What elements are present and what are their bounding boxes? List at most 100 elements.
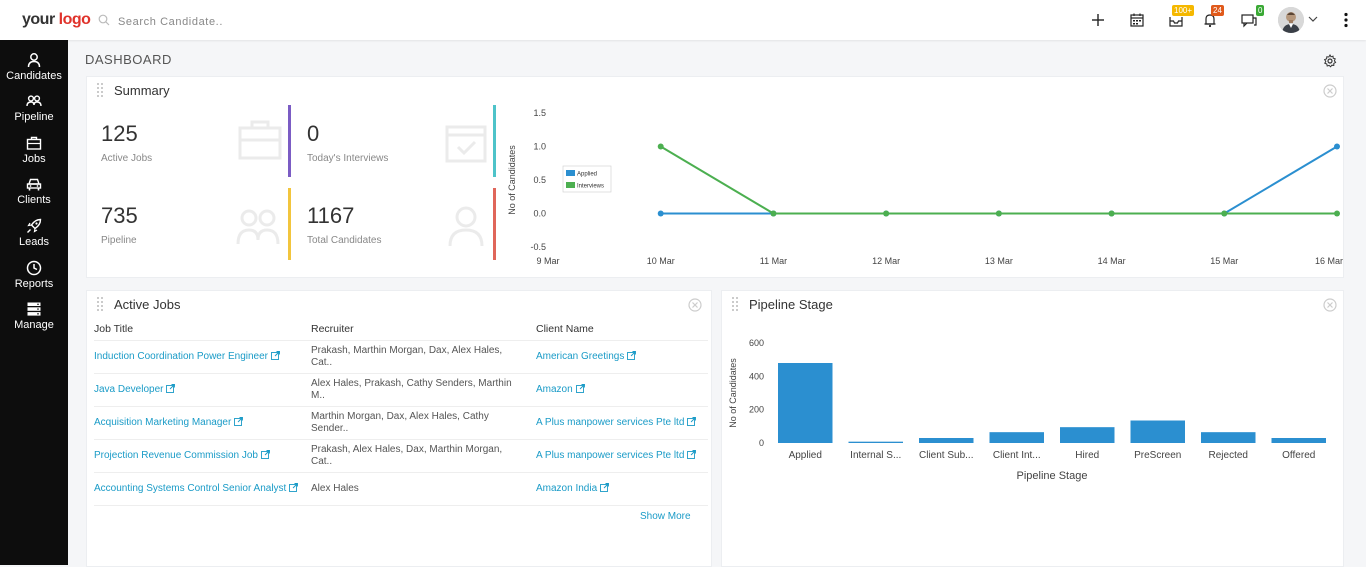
- recruiter-names: Prakash, Alex Hales, Dax, Marthin Morgan…: [311, 444, 503, 455]
- bar[interactable]: [1060, 427, 1115, 443]
- recruiter-names-cont: M..: [311, 390, 325, 401]
- client-name-link[interactable]: A Plus manpower services Pte ltd: [536, 450, 685, 461]
- candidates-line-chart: No of Candidates 1.5 1.0 0.5 0.0 -0.5 9 Mar 10 …: [507, 108, 1343, 266]
- external-link-icon[interactable]: [627, 351, 637, 360]
- table-row[interactable]: Induction Coordination Power Engineer Pra…: [94, 340, 708, 374]
- external-link-icon[interactable]: [575, 384, 585, 393]
- sidebar-item-manage[interactable]: Manage: [0, 301, 68, 341]
- table-body: Induction Coordination Power Engineer Pra…: [94, 340, 708, 506]
- external-link-icon[interactable]: [261, 450, 270, 459]
- y-tick-label: 1.0: [533, 142, 546, 152]
- table-row[interactable]: Accounting Systems Control Senior Analys…: [94, 472, 708, 506]
- series-line-applied: [660, 145, 1338, 215]
- table-row[interactable]: Acquisition Marketing Manager Marthin Mor…: [94, 406, 708, 440]
- bar[interactable]: [919, 438, 974, 443]
- data-point[interactable]: [1108, 210, 1115, 217]
- close-icon[interactable]: [1323, 298, 1337, 312]
- client-name-link[interactable]: A Plus manpower services Pte ltd: [536, 417, 685, 428]
- recruiter-cell: Alex Hales: [311, 472, 536, 506]
- chart-legend: Applied Interviews: [562, 165, 612, 193]
- recruiter-cell: Prakash, Alex Hales, Dax, Marthin Morgan…: [311, 439, 536, 473]
- external-link-icon[interactable]: [234, 417, 244, 426]
- data-point[interactable]: [1334, 143, 1340, 150]
- x-tick-label: Hired: [1075, 450, 1099, 461]
- drag-handle-icon[interactable]: [96, 82, 104, 100]
- users-icon: [26, 95, 42, 107]
- job-title-link[interactable]: Accounting Systems Control Senior Analys…: [94, 483, 287, 494]
- bar[interactable]: [1271, 438, 1327, 443]
- x-tick-label: 9 Mar: [536, 256, 559, 266]
- sidebar-item-label: Candidates: [6, 70, 62, 82]
- y-tick-label: 0.5: [533, 175, 546, 185]
- external-link-icon[interactable]: [687, 450, 697, 459]
- job-title-link[interactable]: Java Developer: [94, 384, 164, 395]
- drag-handle-icon[interactable]: [731, 296, 739, 314]
- data-point[interactable]: [883, 210, 890, 217]
- close-icon[interactable]: [688, 298, 702, 312]
- logo[interactable]: your logo: [22, 11, 91, 28]
- job-title-link[interactable]: Acquisition Marketing Manager: [94, 417, 232, 428]
- sidebar-item-pipeline[interactable]: Pipeline: [0, 93, 68, 133]
- briefcase-icon: [238, 120, 282, 160]
- clock-icon: [26, 260, 42, 276]
- close-icon[interactable]: [1323, 84, 1337, 98]
- bar[interactable]: [778, 363, 833, 443]
- stat-total-candidates[interactable]: 1167 Total Candidates: [307, 203, 382, 246]
- sidebar-item-jobs[interactable]: Jobs: [0, 135, 68, 175]
- pipeline-bar-chart: No of Candidates 600 400 200 0 Applied Interna…: [728, 338, 1327, 482]
- chevron-down-icon[interactable]: [1308, 15, 1318, 23]
- top-bar: your logo 100+ 24 0: [0, 0, 1366, 40]
- stat-pipeline[interactable]: 735 Pipeline: [101, 203, 138, 246]
- external-link-icon[interactable]: [600, 483, 610, 492]
- sidebar-item-leads[interactable]: Leads: [0, 218, 68, 258]
- external-link-icon[interactable]: [271, 351, 280, 360]
- stat-label: Today's Interviews: [307, 153, 389, 164]
- y-axis-label: No of Candidates: [728, 358, 738, 428]
- stat-accent-bar: [288, 188, 291, 260]
- sidebar-item-clients[interactable]: Clients: [0, 176, 68, 216]
- more-options-icon[interactable]: [1340, 11, 1352, 29]
- inbox-icon[interactable]: [1167, 11, 1185, 29]
- table-row[interactable]: Projection Revenue Commission Job Prakash…: [94, 439, 708, 473]
- client-name-link[interactable]: Amazon: [536, 384, 573, 395]
- search-input[interactable]: [116, 12, 340, 32]
- stat-accent-bar: [493, 188, 496, 260]
- data-point[interactable]: [657, 143, 664, 150]
- drag-handle-icon[interactable]: [96, 296, 104, 314]
- stat-todays-interviews[interactable]: 0 Today's Interviews: [307, 121, 388, 164]
- x-axis-label: Pipeline Stage: [1017, 470, 1088, 482]
- data-point[interactable]: [770, 210, 777, 217]
- bar[interactable]: [848, 441, 904, 443]
- recruiter-names-cont: Cat..: [311, 456, 333, 467]
- show-more-link[interactable]: Show More: [640, 511, 691, 522]
- stat-active-jobs[interactable]: 125 Active Jobs: [101, 121, 152, 164]
- data-point[interactable]: [995, 210, 1002, 217]
- external-link-icon[interactable]: [687, 417, 697, 426]
- external-link-icon[interactable]: [289, 483, 299, 492]
- sidebar-item-candidates[interactable]: Candidates: [0, 52, 68, 92]
- data-point[interactable]: [1221, 210, 1228, 217]
- bar[interactable]: [1130, 420, 1186, 444]
- client-name-link[interactable]: American Greetings: [536, 351, 625, 362]
- job-title-link[interactable]: Induction Coordination Power Engineer: [94, 351, 268, 362]
- page-title: DASHBOARD: [85, 52, 172, 67]
- plus-icon[interactable]: [1089, 11, 1107, 29]
- sidebar-item-reports[interactable]: Reports: [0, 260, 68, 300]
- data-point[interactable]: [657, 210, 664, 217]
- table-row[interactable]: Java Developer Alex Hales, Prakash, Cathy…: [94, 373, 708, 407]
- bar[interactable]: [989, 432, 1045, 443]
- data-point[interactable]: [1334, 210, 1340, 217]
- bar[interactable]: [1201, 432, 1256, 443]
- bell-icon[interactable]: [1201, 11, 1219, 29]
- avatar[interactable]: [1278, 7, 1304, 33]
- calendar-icon[interactable]: [1128, 11, 1146, 29]
- job-title-link[interactable]: Projection Revenue Commission Job: [94, 450, 258, 461]
- y-tick-label: 0.0: [533, 209, 546, 219]
- external-link-icon[interactable]: [166, 384, 176, 393]
- gear-icon[interactable]: [1323, 54, 1337, 68]
- x-tick-label: 15 Mar: [1210, 256, 1238, 266]
- active-jobs-table: Job Title Recruiter Client Name Inductio…: [94, 318, 708, 506]
- client-name-link[interactable]: Amazon India: [536, 483, 598, 494]
- stat-accent-bar: [493, 105, 496, 177]
- chat-icon[interactable]: [1240, 11, 1258, 29]
